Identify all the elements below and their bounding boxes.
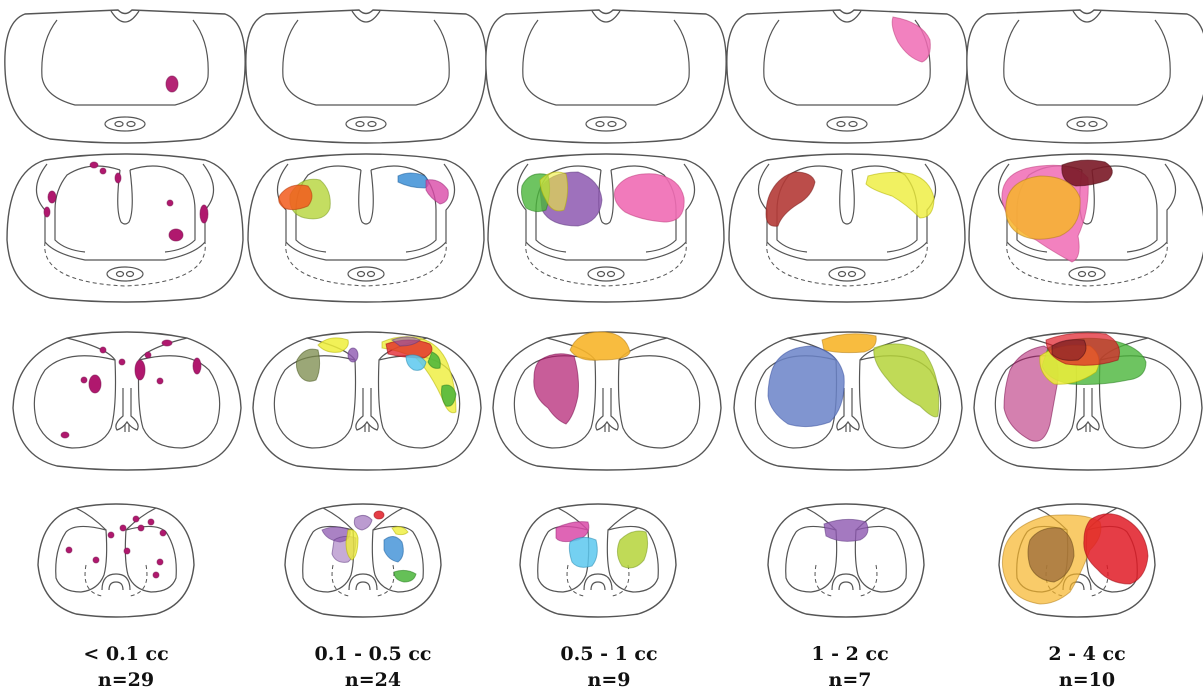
lesion — [99, 346, 107, 354]
lesion — [123, 547, 131, 555]
row-4-lesions — [65, 510, 1149, 605]
lesion — [199, 204, 209, 224]
section-r4-c3 — [519, 503, 677, 618]
lesion — [147, 518, 155, 526]
lesion — [405, 354, 427, 371]
lesion — [43, 206, 51, 218]
size-range-label: 0.5 - 1 cc — [560, 643, 658, 665]
lesion — [65, 546, 73, 554]
lesion — [114, 172, 122, 184]
lesion — [47, 190, 57, 204]
count-label: n=29 — [97, 669, 155, 691]
lesion — [118, 358, 126, 366]
size-range-label: 1 - 2 cc — [811, 643, 889, 665]
row-3-lesions — [60, 331, 1147, 442]
section-r3-c1 — [12, 331, 242, 471]
lesion — [1051, 339, 1087, 361]
lesion — [156, 558, 164, 566]
lesion — [137, 524, 145, 532]
lesion — [317, 337, 349, 353]
size-range-label: 2 - 4 cc — [1048, 643, 1126, 665]
lesion — [353, 514, 373, 531]
lesion — [441, 384, 457, 407]
lesion — [555, 521, 590, 543]
lesion — [80, 376, 88, 384]
row-1-lesions — [165, 16, 931, 93]
section-r1-c4 — [726, 9, 968, 144]
section-r4-c1 — [37, 503, 195, 618]
section-r1-c5 — [966, 9, 1203, 144]
lesion — [295, 348, 321, 382]
lesion — [168, 228, 184, 242]
count-label: n=24 — [344, 669, 402, 691]
lesion — [1083, 513, 1149, 585]
section-r2-c2 — [247, 153, 485, 303]
column-label-4: 1 - 2 cc n=7 — [750, 641, 950, 693]
column-label-2: 0.1 - 0.5 cc n=24 — [273, 641, 473, 693]
section-r1-c3 — [485, 9, 727, 144]
section-r1-c1 — [4, 9, 246, 144]
lesion — [278, 184, 313, 211]
lesion — [132, 515, 140, 523]
lesion — [865, 171, 935, 219]
lesion — [391, 526, 409, 536]
lesion — [383, 536, 404, 563]
count-label: n=9 — [587, 669, 631, 691]
lesion — [539, 171, 569, 212]
lesion — [159, 529, 167, 537]
section-r2-c4 — [728, 153, 966, 303]
row-1-sections — [4, 9, 1203, 144]
size-range-label: < 0.1 cc — [83, 643, 169, 665]
lesion — [823, 518, 869, 542]
lesion — [192, 357, 202, 375]
lesion — [92, 556, 100, 564]
lesion — [765, 171, 816, 227]
lesion — [161, 339, 173, 347]
section-r1-c2 — [245, 9, 487, 144]
lesion — [60, 431, 70, 439]
lesion — [393, 569, 417, 583]
count-label: n=10 — [1058, 669, 1116, 691]
lesion — [1027, 527, 1075, 583]
lesion — [166, 199, 174, 207]
section-r2-c1 — [6, 153, 244, 303]
lesion — [107, 531, 115, 539]
lesion — [165, 75, 179, 93]
column-label-3: 0.5 - 1 cc n=9 — [509, 641, 709, 693]
lesion — [373, 510, 385, 520]
count-label: n=7 — [828, 669, 872, 691]
lesion — [144, 351, 152, 359]
lesion — [533, 353, 579, 425]
lesion — [767, 345, 845, 428]
lesion — [89, 161, 99, 169]
lesion — [1005, 175, 1081, 240]
lesion — [425, 179, 449, 205]
lesion — [616, 530, 649, 569]
lesion — [88, 374, 102, 394]
lesion — [119, 524, 127, 532]
lesion — [568, 536, 598, 568]
column-label-1: < 0.1 cc n=29 — [26, 641, 226, 693]
lesion — [390, 336, 421, 347]
lesion — [152, 571, 160, 579]
lesion — [156, 377, 164, 385]
column-label-5: 2 - 4 cc n=10 — [987, 641, 1187, 693]
size-range-label: 0.1 - 0.5 cc — [314, 643, 432, 665]
lesion — [134, 359, 146, 381]
lesion — [427, 351, 441, 369]
lesion — [99, 167, 107, 175]
lesion — [569, 331, 631, 361]
lesion — [821, 333, 877, 354]
lesion — [873, 343, 940, 418]
row-2-lesions — [43, 159, 1113, 263]
lesion — [345, 529, 359, 561]
row-4-sections — [37, 503, 1156, 618]
lesion — [614, 173, 685, 223]
lesion — [891, 16, 931, 63]
section-r2-c3 — [487, 153, 725, 303]
lesion — [347, 347, 359, 363]
